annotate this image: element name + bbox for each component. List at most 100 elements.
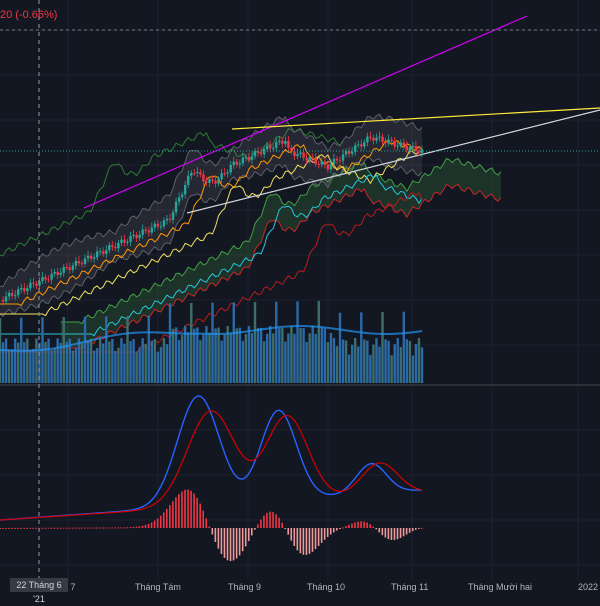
volume-bar bbox=[399, 347, 402, 383]
volume-bar bbox=[293, 333, 296, 383]
volume-bar bbox=[89, 338, 93, 383]
volume-bar bbox=[68, 338, 72, 383]
candle-body bbox=[156, 223, 160, 227]
macd-histogram-bar bbox=[223, 528, 226, 558]
candle-body bbox=[180, 194, 184, 198]
macd-histogram-bar bbox=[23, 527, 25, 529]
macd-histogram-bar bbox=[348, 524, 350, 528]
resistance-trendline bbox=[231, 107, 600, 130]
macd-line bbox=[0, 395, 423, 521]
candle-body bbox=[390, 139, 393, 142]
volume-bar bbox=[335, 346, 339, 383]
macd-histogram-bar bbox=[132, 526, 135, 528]
macd-histogram-bar bbox=[111, 527, 113, 529]
candle-body bbox=[405, 145, 409, 151]
macd-histogram-bar bbox=[399, 528, 402, 538]
volume-bar bbox=[250, 333, 254, 383]
macd-histogram-bar bbox=[59, 527, 62, 529]
candle-body bbox=[238, 163, 242, 165]
macd-histogram-bar bbox=[50, 527, 53, 529]
volume-bar bbox=[287, 333, 290, 383]
volume-bar bbox=[71, 350, 75, 383]
price-change-label: 20 (-0.66%) bbox=[0, 9, 58, 21]
candle-body bbox=[217, 179, 220, 184]
candle-body bbox=[369, 136, 372, 138]
macd-histogram-bar bbox=[263, 515, 265, 528]
macd-histogram-bar bbox=[199, 503, 201, 528]
volume-bar bbox=[77, 338, 81, 383]
volume-bar bbox=[278, 328, 281, 383]
macd-histogram-bar bbox=[153, 520, 156, 528]
time-axis-label-nov: Tháng 11 bbox=[391, 582, 429, 592]
volume-bar bbox=[74, 348, 78, 383]
volume-bar bbox=[390, 355, 393, 383]
macd-histogram-bar bbox=[53, 527, 56, 529]
candle-body bbox=[187, 175, 190, 185]
ichimoku-cloud bbox=[0, 128, 502, 351]
macd-histogram-bar bbox=[308, 528, 311, 554]
candle-body bbox=[47, 279, 50, 281]
volume-bar bbox=[329, 332, 333, 383]
volume-bar bbox=[86, 341, 90, 383]
macd-histogram-bar bbox=[339, 528, 341, 529]
volume-bar bbox=[180, 334, 184, 383]
macd-histogram-bar bbox=[77, 527, 80, 529]
macd-histogram-bar bbox=[159, 515, 162, 528]
candle-body bbox=[344, 151, 348, 155]
candle-body bbox=[159, 226, 163, 228]
volume-bar bbox=[247, 326, 251, 383]
volume-bar bbox=[302, 328, 305, 383]
volume-bar bbox=[129, 341, 132, 383]
volume-bar bbox=[323, 328, 327, 383]
time-axis-label-dec: Tháng Mười hai bbox=[468, 582, 532, 592]
volume-bar bbox=[357, 346, 360, 383]
macd-histogram-bar bbox=[329, 528, 332, 535]
candle-body bbox=[135, 235, 138, 238]
candle-body bbox=[17, 289, 20, 296]
macd-histogram-bar bbox=[332, 528, 335, 533]
time-axis-label-sep: Tháng 9 bbox=[228, 582, 262, 592]
candle-body bbox=[80, 263, 84, 265]
candle-body bbox=[381, 136, 384, 142]
candle-body bbox=[199, 172, 202, 175]
candle-body bbox=[129, 235, 132, 242]
macd-histogram-bar bbox=[281, 522, 283, 528]
volume-bar bbox=[223, 334, 226, 383]
macd-histogram-bar bbox=[181, 491, 183, 528]
lagging-span bbox=[0, 128, 344, 257]
volume-bar bbox=[92, 350, 96, 383]
macd-histogram-bar bbox=[193, 493, 195, 528]
macd-histogram-bar bbox=[162, 512, 165, 528]
volume-bar bbox=[272, 333, 275, 383]
macd-histogram-bar bbox=[351, 523, 353, 528]
macd-histogram-bar bbox=[287, 528, 290, 535]
candle-body bbox=[59, 272, 62, 275]
candle-body bbox=[235, 161, 239, 165]
candle-body bbox=[323, 161, 327, 165]
candle-body bbox=[269, 145, 272, 149]
volume-bar bbox=[290, 326, 293, 383]
macd-histogram-bar bbox=[229, 528, 232, 562]
macd-histogram-bar bbox=[26, 527, 28, 529]
candle-body bbox=[281, 140, 284, 144]
candle-body bbox=[326, 164, 330, 170]
volume-bar bbox=[269, 326, 272, 383]
candle-body bbox=[335, 158, 339, 161]
volume-bar bbox=[62, 316, 65, 383]
macd-histogram-bar bbox=[226, 528, 229, 561]
candle-body bbox=[262, 149, 266, 155]
volume-bar bbox=[344, 340, 348, 383]
macd-histogram-bar bbox=[205, 518, 208, 528]
candle-body bbox=[202, 174, 205, 182]
macd-histogram-bar bbox=[372, 526, 375, 528]
volume-bar bbox=[196, 327, 199, 383]
volume-bar bbox=[4, 338, 8, 383]
volume-bar bbox=[23, 342, 26, 383]
drawing-tools[interactable] bbox=[83, 15, 600, 214]
volume-bar bbox=[253, 301, 257, 383]
macd-histogram-bar bbox=[354, 522, 356, 528]
candle-body bbox=[290, 147, 293, 152]
macd-histogram-bar bbox=[211, 528, 214, 535]
macd-histogram-bar bbox=[275, 514, 277, 528]
